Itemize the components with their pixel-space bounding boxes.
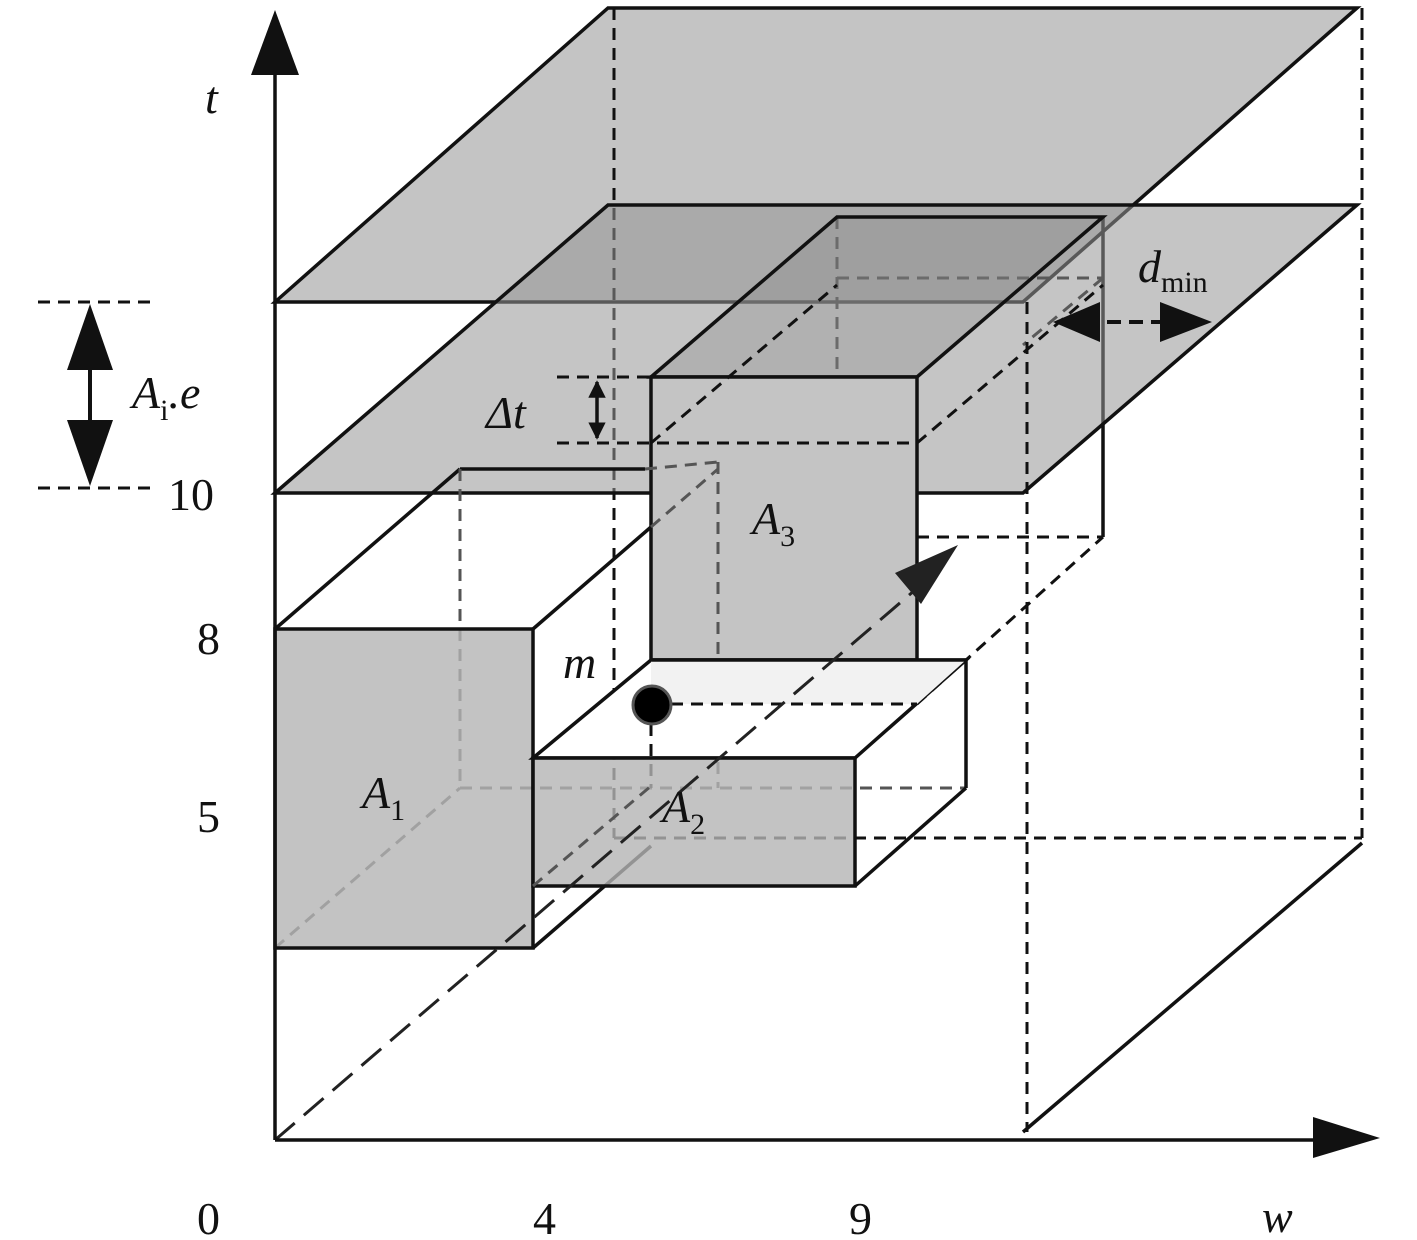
delta-label: Δt bbox=[484, 387, 527, 438]
area-label: A2 bbox=[659, 781, 705, 841]
point-label: m bbox=[563, 637, 596, 688]
tick-label: 9 bbox=[849, 1193, 872, 1240]
interval-arrow-head bbox=[67, 420, 113, 486]
tick-label: 10 bbox=[168, 469, 214, 520]
axis-label: w bbox=[1262, 1191, 1293, 1240]
w-axis-arrow bbox=[1313, 1117, 1380, 1158]
interval-label: Ai.e bbox=[129, 367, 200, 427]
distance-arrow-head bbox=[1160, 302, 1212, 342]
label-main: A bbox=[659, 781, 691, 832]
label-sub: 3 bbox=[780, 520, 795, 553]
frame-line bbox=[1021, 841, 1364, 1134]
label-sub: i bbox=[160, 394, 168, 427]
distance-arrow-head bbox=[1053, 302, 1100, 342]
label-suffix: .e bbox=[168, 367, 200, 418]
trajectory-arrow bbox=[895, 545, 958, 604]
label-main: A bbox=[749, 493, 781, 544]
area-label: A3 bbox=[749, 493, 795, 553]
box-edge bbox=[916, 283, 1104, 445]
label-sub: 2 bbox=[690, 808, 705, 841]
point-m bbox=[631, 684, 673, 726]
label-sub: min bbox=[1161, 266, 1208, 299]
axis-label: t bbox=[205, 72, 219, 123]
label-sub: 1 bbox=[390, 794, 405, 827]
box-edge bbox=[650, 467, 719, 529]
box-edge bbox=[644, 460, 719, 471]
area-label: A1 bbox=[359, 767, 405, 827]
interval-arrow-head bbox=[67, 304, 113, 370]
tick-label: 8 bbox=[197, 613, 220, 664]
label-main: A bbox=[129, 367, 161, 418]
trajectory bbox=[274, 588, 916, 1142]
label-main: A bbox=[359, 767, 391, 818]
box-edge bbox=[273, 467, 462, 631]
tick-label: 0 bbox=[197, 1193, 220, 1240]
box-edge bbox=[532, 784, 652, 888]
box-edge bbox=[531, 525, 653, 631]
label-main: d bbox=[1138, 241, 1162, 292]
t-axis-arrow bbox=[251, 10, 299, 75]
box-edge bbox=[650, 283, 838, 445]
tick-label: 4 bbox=[533, 1193, 556, 1240]
box-front bbox=[273, 627, 535, 950]
tick-label: 5 bbox=[197, 791, 220, 842]
distance-label: dmin bbox=[1138, 241, 1208, 299]
box-front bbox=[649, 375, 919, 662]
box-edge bbox=[853, 786, 968, 888]
